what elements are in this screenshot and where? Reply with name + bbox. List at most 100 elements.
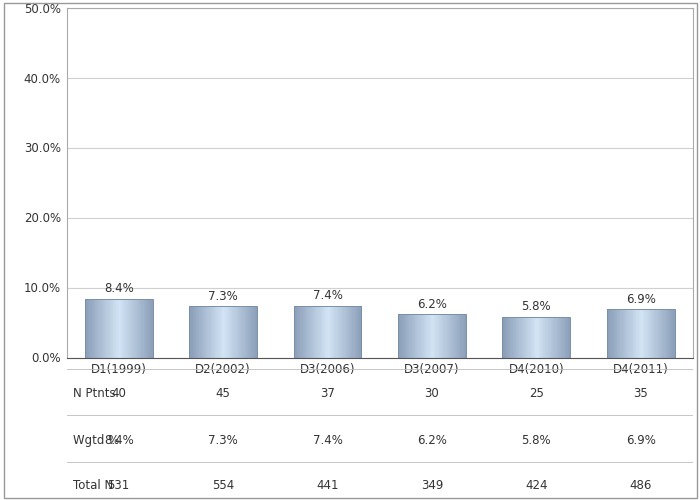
Bar <box>424 314 426 358</box>
Bar <box>116 298 118 358</box>
Bar <box>457 314 458 358</box>
Bar <box>516 317 517 358</box>
Bar <box>408 314 409 358</box>
Bar <box>87 298 88 358</box>
Bar <box>620 309 622 358</box>
Bar <box>669 309 671 358</box>
Bar <box>445 314 447 358</box>
Bar <box>220 306 221 358</box>
Bar <box>203 306 204 358</box>
Bar <box>85 298 86 358</box>
Bar <box>95 298 96 358</box>
Bar <box>355 306 356 358</box>
Bar <box>434 314 435 358</box>
Bar <box>194 306 195 358</box>
Bar <box>533 317 534 358</box>
Bar <box>233 306 235 358</box>
Bar <box>566 317 567 358</box>
Bar <box>200 306 202 358</box>
Bar <box>256 306 257 358</box>
Bar <box>608 309 609 358</box>
Bar <box>331 306 332 358</box>
Bar <box>352 306 354 358</box>
Bar <box>627 309 629 358</box>
Bar <box>249 306 251 358</box>
Text: 554: 554 <box>212 479 234 492</box>
Bar <box>607 309 608 358</box>
Bar <box>209 306 210 358</box>
Bar <box>419 314 421 358</box>
Bar <box>132 298 134 358</box>
Bar <box>150 298 152 358</box>
Bar <box>108 298 110 358</box>
Bar <box>640 309 641 358</box>
Bar <box>405 314 406 358</box>
Bar <box>316 306 318 358</box>
Bar <box>308 306 309 358</box>
Text: 45: 45 <box>216 386 230 400</box>
Bar <box>350 306 351 358</box>
Bar <box>351 306 353 358</box>
Bar <box>607 309 675 358</box>
Bar <box>517 317 519 358</box>
Bar <box>296 306 297 358</box>
Bar <box>610 309 612 358</box>
Bar <box>304 306 305 358</box>
Text: 5.8%: 5.8% <box>522 300 551 314</box>
Bar <box>354 306 355 358</box>
Bar <box>244 306 246 358</box>
Bar <box>293 306 295 358</box>
Bar <box>631 309 633 358</box>
Bar <box>510 317 512 358</box>
Bar <box>293 306 361 358</box>
Text: 7.3%: 7.3% <box>209 290 238 303</box>
Bar <box>134 298 136 358</box>
Bar <box>315 306 316 358</box>
Bar <box>653 309 654 358</box>
Bar <box>214 306 216 358</box>
Bar <box>307 306 309 358</box>
Bar <box>448 314 449 358</box>
Bar <box>97 298 99 358</box>
Bar <box>199 306 201 358</box>
Bar <box>642 309 643 358</box>
Bar <box>454 314 455 358</box>
Bar <box>612 309 614 358</box>
Bar <box>321 306 322 358</box>
Bar <box>189 306 190 358</box>
Bar <box>649 309 650 358</box>
Bar <box>565 317 566 358</box>
Bar <box>329 306 330 358</box>
Bar <box>300 306 302 358</box>
Bar <box>538 317 539 358</box>
Bar <box>524 317 525 358</box>
Bar <box>526 317 527 358</box>
Bar <box>512 317 514 358</box>
Bar <box>567 317 568 358</box>
Bar <box>306 306 307 358</box>
Bar <box>410 314 412 358</box>
Bar <box>635 309 636 358</box>
Bar <box>151 298 153 358</box>
Bar <box>426 314 428 358</box>
Bar <box>541 317 542 358</box>
Bar <box>92 298 93 358</box>
Bar <box>295 306 296 358</box>
Bar <box>228 306 229 358</box>
Bar <box>342 306 344 358</box>
Bar <box>650 309 651 358</box>
Bar <box>410 314 411 358</box>
Text: 486: 486 <box>629 479 652 492</box>
Text: 25: 25 <box>529 386 544 400</box>
Bar <box>629 309 631 358</box>
Bar <box>346 306 347 358</box>
Text: N Ptnts: N Ptnts <box>73 386 116 400</box>
Bar <box>207 306 209 358</box>
Bar <box>633 309 634 358</box>
Bar <box>138 298 139 358</box>
Bar <box>616 309 617 358</box>
Bar <box>204 306 205 358</box>
Bar <box>461 314 463 358</box>
Bar <box>131 298 132 358</box>
Bar <box>399 314 400 358</box>
